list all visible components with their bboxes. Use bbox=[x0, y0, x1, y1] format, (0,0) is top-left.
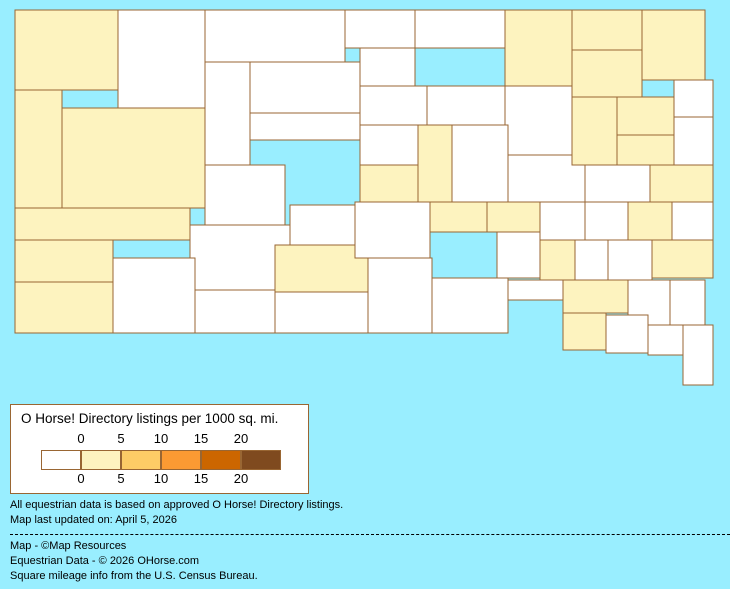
legend-tick: 5 bbox=[117, 471, 125, 486]
county[interactable] bbox=[189, 224, 291, 291]
county[interactable] bbox=[682, 324, 714, 386]
county[interactable] bbox=[584, 201, 629, 241]
census-credit: Square mileage info from the U.S. Census… bbox=[10, 570, 258, 582]
legend-swatch bbox=[241, 450, 281, 470]
county[interactable] bbox=[616, 96, 675, 136]
county[interactable] bbox=[112, 257, 196, 334]
divider bbox=[10, 534, 730, 535]
legend-tick: 0 bbox=[77, 471, 85, 486]
county[interactable] bbox=[14, 89, 63, 209]
county[interactable] bbox=[359, 124, 419, 166]
legend-swatch bbox=[121, 450, 161, 470]
county[interactable] bbox=[426, 85, 506, 126]
county[interactable] bbox=[605, 314, 649, 354]
map-credit: Map - ©Map Resources bbox=[10, 540, 127, 552]
county[interactable] bbox=[673, 116, 714, 166]
county[interactable] bbox=[539, 239, 576, 281]
county[interactable] bbox=[562, 279, 629, 314]
county[interactable] bbox=[14, 281, 114, 334]
county[interactable] bbox=[571, 9, 643, 51]
legend-tick: 10 bbox=[153, 431, 169, 446]
county[interactable] bbox=[504, 85, 573, 156]
county[interactable] bbox=[539, 201, 586, 241]
legend-tick: 20 bbox=[233, 471, 249, 486]
legend: O Horse! Directory listings per 1000 sq.… bbox=[10, 404, 309, 494]
county[interactable] bbox=[649, 164, 714, 203]
county[interactable] bbox=[562, 312, 607, 351]
county[interactable] bbox=[429, 201, 488, 233]
county[interactable] bbox=[671, 201, 714, 241]
data-note: All equestrian data is based on approved… bbox=[10, 499, 344, 511]
county[interactable] bbox=[367, 257, 433, 334]
county[interactable] bbox=[204, 9, 346, 63]
county[interactable] bbox=[359, 47, 416, 87]
county[interactable] bbox=[354, 201, 431, 259]
county[interactable] bbox=[616, 134, 675, 166]
county[interactable] bbox=[627, 201, 673, 241]
county[interactable] bbox=[507, 279, 564, 301]
legend-tick: 5 bbox=[117, 431, 125, 446]
county[interactable] bbox=[431, 277, 509, 334]
county[interactable] bbox=[486, 201, 541, 233]
county[interactable] bbox=[647, 324, 684, 356]
south-dakota-county-map bbox=[14, 9, 714, 386]
county[interactable] bbox=[61, 107, 206, 209]
county[interactable] bbox=[414, 9, 506, 49]
county[interactable] bbox=[651, 239, 714, 279]
county[interactable] bbox=[14, 9, 119, 91]
county[interactable] bbox=[571, 49, 643, 98]
legend-swatch bbox=[81, 450, 121, 470]
county[interactable] bbox=[669, 279, 706, 326]
county[interactable] bbox=[496, 231, 541, 279]
update-note: Map last updated on: April 5, 2026 bbox=[10, 514, 177, 526]
county[interactable] bbox=[607, 239, 653, 281]
county[interactable] bbox=[14, 207, 191, 241]
county[interactable] bbox=[274, 291, 369, 334]
legend-tick: 15 bbox=[193, 431, 209, 446]
county[interactable] bbox=[274, 244, 369, 293]
legend-title: O Horse! Directory listings per 1000 sq.… bbox=[21, 411, 279, 426]
county[interactable] bbox=[504, 9, 573, 87]
legend-swatch bbox=[41, 450, 81, 470]
county[interactable] bbox=[204, 61, 251, 166]
legend-tick: 15 bbox=[193, 471, 209, 486]
county[interactable] bbox=[249, 112, 361, 141]
county[interactable] bbox=[584, 164, 651, 203]
county[interactable] bbox=[344, 9, 416, 49]
county[interactable] bbox=[571, 96, 618, 166]
county[interactable] bbox=[359, 164, 419, 203]
legend-tick: 10 bbox=[153, 471, 169, 486]
county[interactable] bbox=[673, 79, 714, 118]
county[interactable] bbox=[417, 124, 453, 203]
county[interactable] bbox=[194, 289, 276, 334]
county[interactable] bbox=[641, 9, 706, 81]
county[interactable] bbox=[249, 61, 361, 114]
county[interactable] bbox=[204, 164, 286, 226]
county[interactable] bbox=[14, 239, 114, 283]
legend-tick: 0 bbox=[77, 431, 85, 446]
county[interactable] bbox=[574, 239, 609, 281]
legend-tick: 20 bbox=[233, 431, 249, 446]
county[interactable] bbox=[289, 204, 356, 246]
county[interactable] bbox=[359, 85, 428, 126]
county[interactable] bbox=[117, 9, 206, 109]
county[interactable] bbox=[451, 124, 509, 203]
data-credit: Equestrian Data - © 2026 OHorse.com bbox=[10, 555, 200, 567]
legend-swatch bbox=[161, 450, 201, 470]
legend-swatch bbox=[201, 450, 241, 470]
